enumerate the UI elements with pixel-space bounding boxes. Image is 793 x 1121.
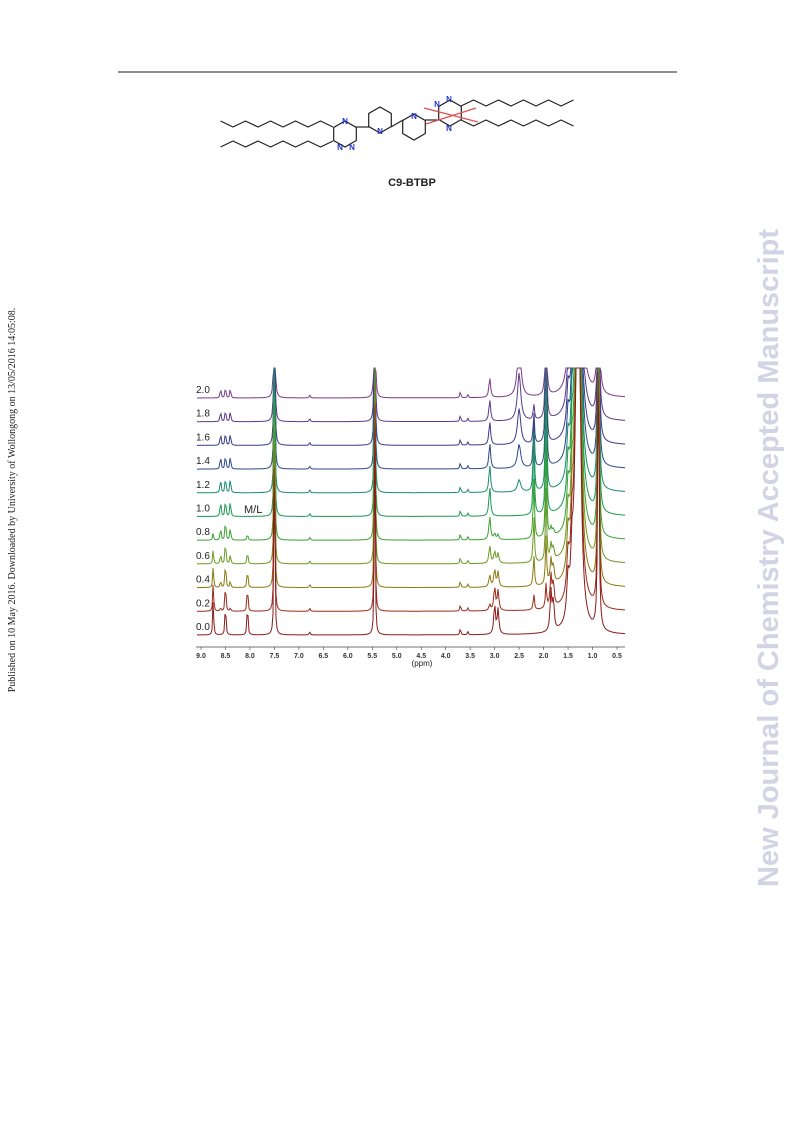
atom-label: N (377, 127, 383, 136)
x-tick-label: 3.5 (465, 653, 475, 660)
atom-label: N (446, 124, 452, 133)
ratio-label: 2.0 (196, 385, 210, 396)
ratio-label: 0.4 (196, 575, 210, 586)
atom-label: N (342, 117, 348, 126)
annotation: M/L (244, 504, 262, 516)
alkyl-chain (460, 99, 574, 107)
spectrum (197, 367, 625, 494)
atom-label: N (446, 95, 452, 104)
alkyl-chain (220, 140, 334, 148)
spectrum (197, 367, 625, 470)
x-tick-label: 4.5 (416, 653, 426, 660)
alkyl-chain (220, 120, 334, 128)
atom-label: N (411, 112, 417, 121)
x-tick-label: 6.0 (343, 653, 353, 660)
spectrum (197, 367, 625, 588)
ratio-label: 0.2 (196, 598, 210, 609)
x-tick-label: 8.0 (245, 653, 255, 660)
spectrum (197, 367, 625, 565)
spectrum (197, 367, 625, 423)
atom-label: N (349, 143, 355, 152)
spectrum (197, 367, 625, 541)
x-tick-label: 8.5 (221, 653, 231, 660)
molecule (220, 99, 574, 148)
bond (390, 119, 404, 128)
spectrum (197, 367, 625, 446)
side-note: Published on 10 May 2016. Downloaded by … (7, 308, 18, 693)
cut-line (425, 107, 477, 125)
ratio-label: 1.8 (196, 409, 210, 420)
x-title: (ppm) (412, 659, 433, 668)
x-tick-label: 1.0 (588, 653, 598, 660)
molecule-label: C9-BTBP (388, 177, 436, 189)
atom-label: N (337, 143, 343, 152)
x-tick-label: 5.0 (392, 653, 402, 660)
ratio-label: 0.0 (196, 622, 210, 633)
x-tick-label: 4.0 (441, 653, 451, 660)
ratio-label: 1.2 (196, 480, 210, 491)
x-tick-label: 2.5 (514, 653, 524, 660)
ratio-label: 1.6 (196, 432, 210, 443)
alkyl-chain (460, 119, 574, 127)
ring (368, 106, 392, 134)
watermark: New Journal of Chemistry Accepted Manusc… (753, 229, 785, 887)
x-tick-label: 6.5 (318, 653, 328, 660)
x-tick-label: 1.5 (563, 653, 573, 660)
ratio-label: 1.4 (196, 456, 210, 467)
spectrum (197, 367, 625, 636)
x-tick-label: 7.0 (294, 653, 304, 660)
atom-label: N (434, 100, 440, 109)
ratio-label: 1.0 (196, 504, 210, 515)
ratio-label: 0.6 (196, 551, 210, 562)
figure: 2.0 1.8 1.6 1.4 1.2 1.0 0.8 0.6 0.4 0.2 0.0 M/L 9.0 8… (196, 367, 625, 668)
cut-line (423, 107, 479, 123)
spectrum (197, 367, 625, 399)
x-tick-label: 5.5 (367, 653, 377, 660)
x-tick-label: 3.0 (490, 653, 500, 660)
x-tick-label: 0.5 (612, 653, 622, 660)
spectrum (197, 367, 625, 612)
ratio-label: 0.8 (196, 527, 210, 538)
x-tick-label: 9.0 (196, 653, 206, 660)
x-tick-label: 7.5 (270, 653, 280, 660)
spectrum (196, 367, 625, 517)
x-tick-label: 2.0 (539, 653, 549, 660)
